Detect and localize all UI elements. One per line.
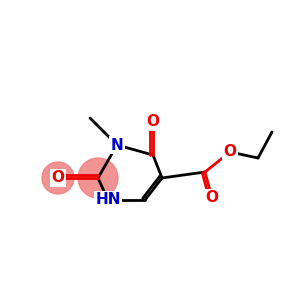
Text: O: O [224, 145, 236, 160]
Text: N: N [111, 137, 123, 152]
Circle shape [78, 158, 118, 198]
Circle shape [42, 162, 74, 194]
Text: O: O [52, 170, 64, 185]
Text: O: O [146, 115, 160, 130]
Text: O: O [206, 190, 218, 206]
Text: HN: HN [95, 193, 121, 208]
